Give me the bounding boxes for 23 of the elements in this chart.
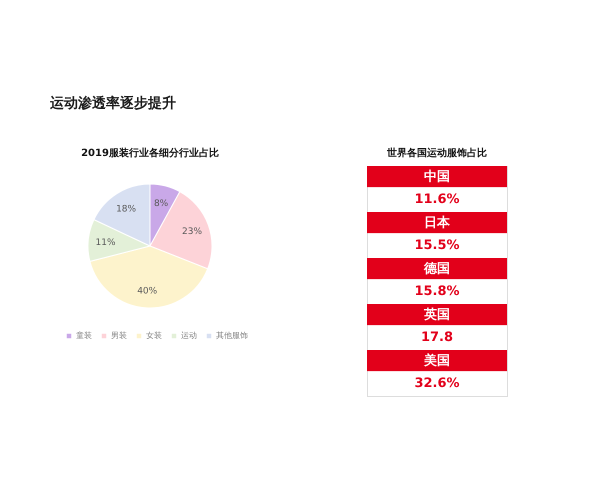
data-label: 18%	[116, 204, 137, 214]
category-label: 美国	[423, 352, 450, 369]
category-label: 日本	[424, 216, 451, 231]
legend-label: 童装	[76, 331, 92, 340]
category-label: 德国	[423, 262, 450, 277]
text: 15.8%	[414, 284, 460, 300]
legend-label: 女装	[146, 331, 162, 340]
data-label: 11%	[96, 238, 116, 248]
text: 11.6%	[414, 192, 460, 208]
category-label: 英国	[423, 308, 450, 323]
data-label: 23%	[182, 226, 202, 237]
data-label: 40%	[137, 286, 158, 297]
text: 15.5%	[414, 238, 460, 254]
data-label: 8%	[154, 198, 169, 209]
text: 17.8	[420, 330, 454, 346]
legend-label: 男装	[111, 331, 127, 340]
text: 32.6%	[414, 376, 460, 392]
legend-label: 其他服饰	[216, 331, 248, 340]
chart-title: 2019服装行业各细分行业占比	[81, 147, 219, 159]
text: 运动渗透率逐步提升	[49, 94, 176, 112]
category-label: 中国	[424, 170, 450, 185]
legend-label: 运动	[181, 331, 197, 340]
text: 世界各国运动服饰占比	[386, 147, 487, 159]
